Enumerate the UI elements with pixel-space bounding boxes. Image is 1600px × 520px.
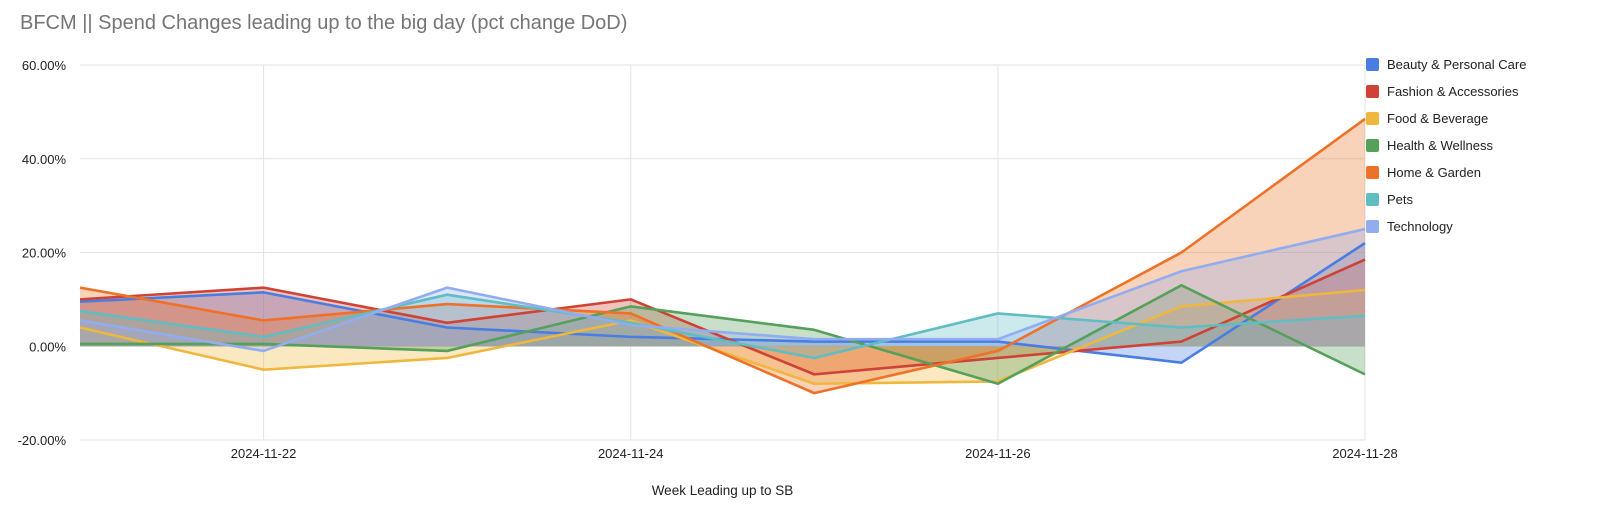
series-line [79, 258, 1366, 376]
x-tick-label: 2024-11-22 [231, 446, 297, 461]
chart-legend: Beauty & Personal Care Fashion & Accessor… [1366, 51, 1526, 240]
x-tick-label: 2024-11-26 [965, 446, 1031, 461]
legend-label: Technology [1387, 219, 1453, 234]
series-line [79, 117, 1366, 395]
legend-label: Pets [1387, 192, 1414, 207]
legend-item: Home & Garden [1366, 159, 1526, 186]
legend-swatch-icon [1366, 139, 1379, 152]
legend-label: Fashion & Accessories [1387, 84, 1519, 99]
y-tick-label: 20.00% [22, 246, 67, 261]
y-tick-label: 0.00% [29, 339, 66, 354]
series-line [79, 293, 1366, 360]
series-area [80, 259, 1365, 375]
series-area [80, 118, 1365, 394]
y-tick-label: 60.00% [22, 58, 67, 73]
legend-label: Food & Beverage [1387, 111, 1489, 126]
legend-swatch-icon [1366, 58, 1379, 71]
legend-item: Food & Beverage [1366, 105, 1526, 132]
legend-swatch-icon [1366, 193, 1379, 206]
series-area [80, 294, 1365, 358]
legend-item: Fashion & Accessories [1366, 78, 1526, 105]
x-tick-label: 2024-11-28 [1332, 446, 1398, 461]
legend-item: Technology [1366, 213, 1526, 240]
series-line [80, 284, 1366, 386]
x-axis-title: Week Leading up to SB [652, 483, 794, 498]
legend-swatch-icon [1366, 166, 1379, 179]
series-area [80, 229, 1365, 351]
legend-swatch-icon [1366, 85, 1379, 98]
legend-item: Pets [1366, 186, 1526, 213]
legend-item: Beauty & Personal Care [1366, 51, 1526, 78]
x-tick-label: 2024-11-24 [598, 446, 664, 461]
legend-label: Health & Wellness [1387, 138, 1493, 153]
series-area [80, 243, 1365, 363]
legend-label: Home & Garden [1387, 165, 1481, 180]
series-area [80, 285, 1365, 384]
legend-swatch-icon [1366, 220, 1379, 233]
y-tick-label: 40.00% [22, 152, 67, 167]
y-tick-label: -20.00% [18, 433, 67, 448]
legend-item: Health & Wellness [1366, 132, 1526, 159]
series-line [79, 227, 1366, 353]
legend-label: Beauty & Personal Care [1387, 57, 1527, 72]
chart-title: BFCM || Spend Changes leading up to the … [20, 12, 628, 34]
legend-swatch-icon [1366, 112, 1379, 125]
